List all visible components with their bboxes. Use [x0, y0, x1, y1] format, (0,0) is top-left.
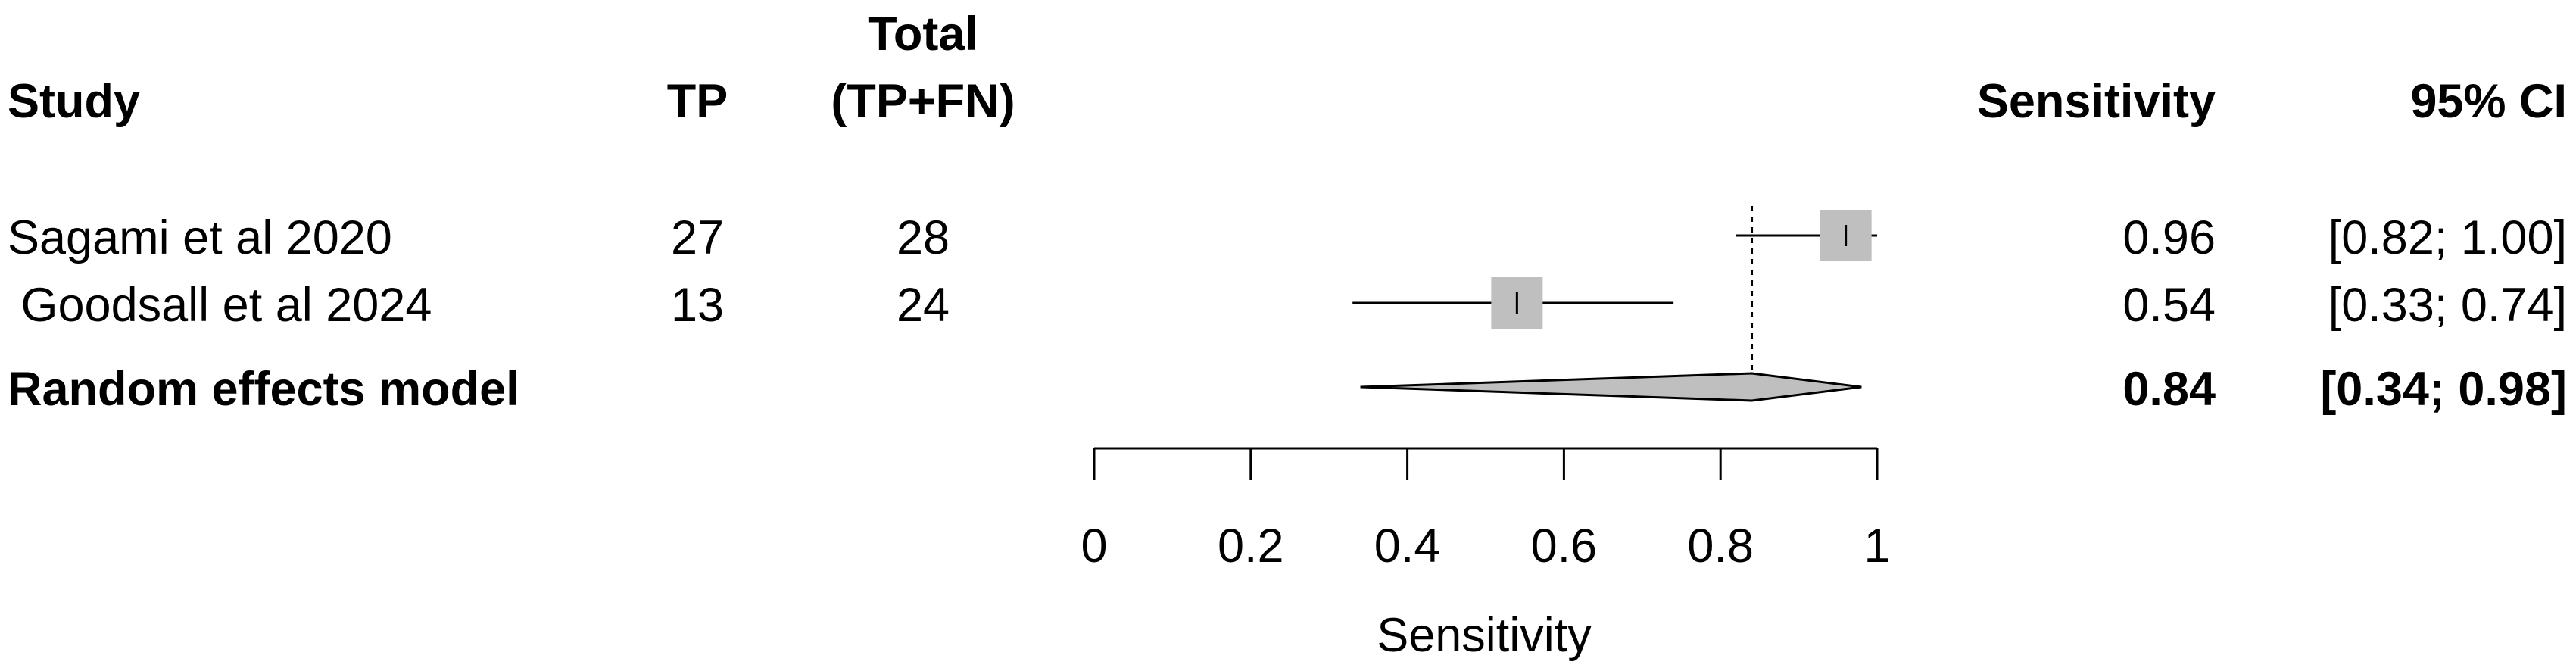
header-tp: TP [667, 75, 728, 128]
plot-area: 0 0.2 0.4 0.6 0.8 1 [1081, 206, 1891, 573]
header-ci: 95% CI [2410, 75, 2567, 128]
header-total-line2: (TP+FN) [831, 75, 1015, 128]
header-sensitivity: Sensitivity [1977, 75, 2216, 128]
study-tp: 27 [671, 211, 724, 264]
pooled-sensitivity: 0.84 [2122, 363, 2216, 416]
x-tick-label: 0.2 [1218, 520, 1284, 573]
header-study: Study [8, 75, 140, 128]
study-name: Sagami et al 2020 [8, 211, 392, 264]
study-ci: [0.82; 1.00] [2328, 211, 2567, 264]
x-tick-label: 0 [1081, 520, 1107, 573]
pooled-name: Random effects model [8, 363, 519, 416]
x-tick-label: 0.6 [1531, 520, 1598, 573]
pooled-diamond [1360, 372, 1862, 402]
pooled-ci: [0.34; 0.98] [2320, 363, 2567, 416]
header-total-line1: Total [868, 8, 978, 61]
x-tick-label: 0.4 [1374, 520, 1441, 573]
x-tick-label: 1 [1863, 520, 1890, 573]
study-name: Goodsall et al 2024 [8, 279, 432, 332]
study-total: 28 [897, 211, 950, 264]
study-total: 24 [897, 279, 950, 332]
x-axis-title: Sensitivity [1377, 609, 1592, 662]
x-tick-label: 0.8 [1687, 520, 1754, 573]
study-ci: [0.33; 0.74] [2328, 279, 2567, 332]
study-sensitivity: 0.54 [2122, 279, 2216, 332]
study-tp: 13 [671, 279, 724, 332]
study-sensitivity: 0.96 [2122, 211, 2216, 264]
